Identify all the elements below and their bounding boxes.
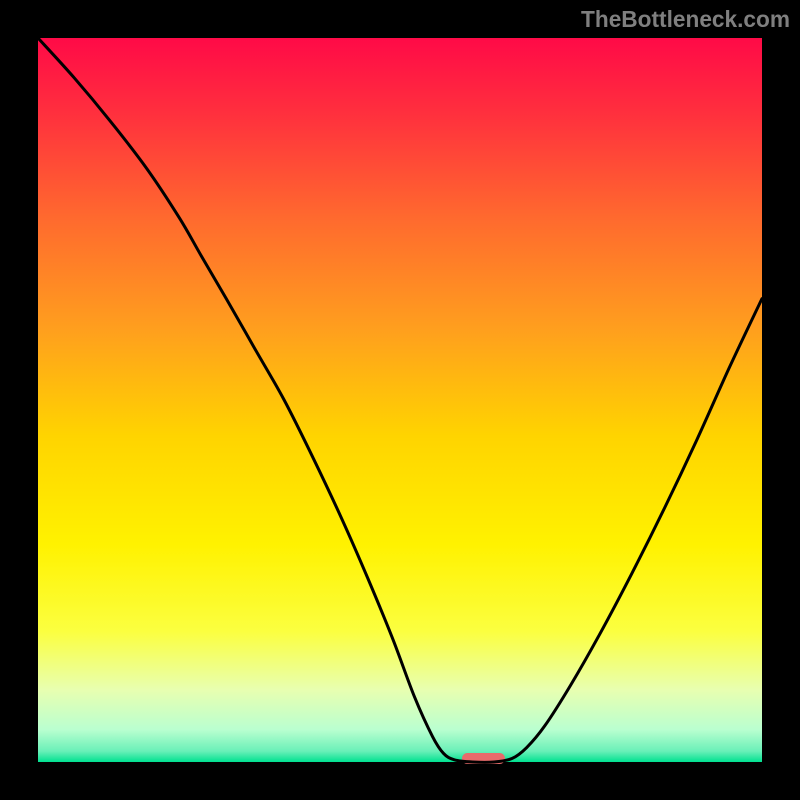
curve-path: [38, 38, 762, 762]
watermark-text: TheBottleneck.com: [581, 6, 790, 33]
chart-container: TheBottleneck.com: [0, 0, 800, 800]
bottleneck-curve: [38, 38, 762, 762]
plot-frame: [32, 32, 768, 768]
plot-area: [38, 38, 762, 762]
